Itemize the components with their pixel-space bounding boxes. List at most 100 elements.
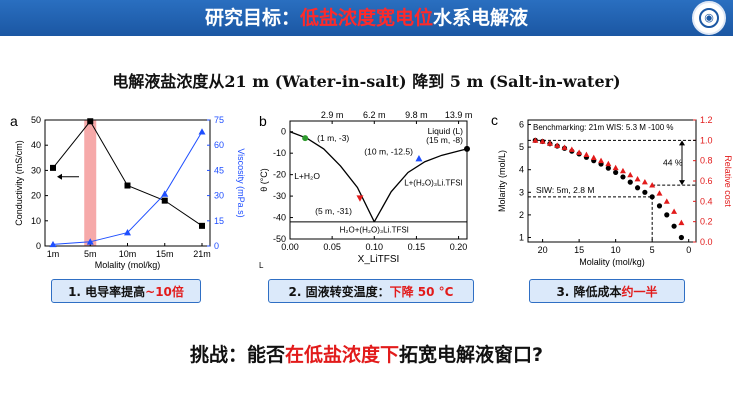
logo-ring: ◉ [699,8,719,28]
conductivity-point [199,222,205,229]
cost-point [568,146,575,152]
molarity-point [656,203,663,209]
challenge-statement: 挑战：能否在低盐浓度下拓宽电解液窗口? [0,340,733,367]
x-tick-label: 1m [47,249,60,259]
chart-c: c 20 15 10 5 0 1 2 3 4 5 6 0.0 0.2 0.4 0.6 0.8 1.0 1.2 Mola… [491,112,733,267]
x-axis-label: Molality (mol/kg) [95,260,161,270]
y-left-tick-label: 30 [31,165,41,175]
y-right-tick-label: 0.8 [700,156,713,166]
subtitle: 电解液盐浓度从21 m (Water-in-salt) 降到 5 m (Salt… [112,72,621,91]
region-l-h2o: L+H₂O [294,171,320,181]
y-tick-label: 0 [281,127,286,137]
title-highlight: 低盐浓度宽电位 [299,7,433,29]
x-tick-label: 21m [193,249,211,259]
molarity-point [671,223,677,229]
conductivity-point [87,118,94,125]
y-right-tick-label: 45 [214,165,224,175]
reduction-annotation: 44 % [663,158,683,168]
molarity-point [678,234,684,241]
point-label: (5 m, -31) [315,206,352,216]
x-tick-label: 20 [538,245,548,255]
page-title: 研究目标：低盐浓度宽电位水系电解液 [0,0,733,36]
y-left-axis-label: Molarity (mol/L) [497,150,507,212]
point-label: (15 m, -8) [426,135,463,145]
molarity-point [620,174,626,180]
cost-point [576,149,583,155]
y-left-tick-label: 3 [519,187,524,197]
cost-point [612,164,619,171]
conductivity-point [161,197,168,204]
cost-point [561,144,568,150]
conductivity-point [50,164,56,171]
y-left-tick-label: 20 [31,191,41,201]
cost-point [598,157,605,164]
x-tick-label: 0 [686,245,691,255]
caption-a-text: 1. 电导率提高 [68,285,146,299]
region-liquid: Liquid (L) [428,126,464,136]
phase-point [464,145,470,152]
y-right-tick-label: 15 [214,216,224,226]
highlight-band [84,120,97,246]
y-left-tick-label: 50 [31,115,41,125]
title-suffix: 水系电解液 [433,7,529,29]
siw-annotation: SIW: 5m, 2.8 M [536,185,594,195]
y-left-tick-label: 0 [36,241,41,251]
point-label: (10 m, -12.5) [364,147,413,157]
y-right-tick-label: 1.0 [700,135,713,145]
y-left-tick-label: 40 [31,140,41,150]
region-solid: H₂O+(H₂O)₃Li.TFSI [340,226,409,235]
y-tick-label: -50 [273,234,286,244]
caption-b: 2. 固液转变温度：下降 50 °C [268,279,474,303]
challenge-highlight: 在低盐浓度下 [284,344,399,366]
top-tick-label: 13.9 m [445,110,473,120]
molarity-point [634,185,641,191]
molarity-point [642,189,648,195]
challenge-suffix: 拓宽电解液窗口? [399,344,544,366]
panel-a-letter: a [10,113,18,129]
y-right-axis-label: Viscosity (mPa.s) [236,148,245,217]
benchmark-annotation: Benchmarking: 21m WIS: 5.3 M -100 % [533,123,674,132]
cost-point [546,140,553,146]
viscosity-point [86,238,94,245]
y-left-tick-label: 2 [519,210,524,220]
viscosity-point [198,128,206,135]
phase-point [302,135,309,142]
cost-arrowhead-up [679,140,685,146]
y-tick-label: -40 [273,213,286,223]
y-right-tick-label: 0.6 [700,176,713,186]
cost-point [539,138,546,144]
phase-point [356,195,364,202]
caption-a-highlight: ~10倍 [145,285,184,299]
caption-a: 1. 电导率提高~10倍 [51,279,201,303]
x-tick-label: 10m [119,249,137,259]
cost-point [590,154,597,161]
chart-b: b 0.00 0.05 0.10 0.15 0.20 2.9 m 6.2 m 9.8 m 13.9… [259,110,473,270]
y-left-tick-label: 1 [519,232,524,242]
cost-point [554,142,561,148]
viscosity-point [161,190,169,197]
y-left-axis-label: Conductivity (mS/cm) [14,140,24,226]
y-left-tick-label: 5 [519,142,524,152]
y-right-tick-label: 0.2 [700,217,713,227]
cost-point [605,160,612,167]
liquidus-right-curve [373,148,468,223]
panel-c-letter: c [491,112,498,128]
x-tick-label: 5m [84,249,97,259]
caption-b-highlight: 下降 50 °C [389,285,454,299]
x-tick-label: 15m [156,249,174,259]
cost-point [627,171,634,178]
molarity-point [649,194,655,200]
panel-b-letter: b [259,113,267,129]
x-tick-label: 5 [650,245,655,255]
x-tick-label: 0.10 [366,242,384,252]
chart-a: a 0 10 20 30 40 50 0 15 30 45 60 75 1m 5m 10m 15m 21m Mola… [10,113,245,270]
title-prefix: 研究目标： [204,7,300,29]
point-label: (1 m, -3) [317,133,349,143]
cost-point [619,167,626,174]
series-line-1 [52,120,203,227]
y-right-tick-label: 0.0 [700,237,713,247]
x-tick-label: 0.15 [408,242,426,252]
y-right-tick-label: 0.4 [700,196,713,206]
cost-point [583,151,590,157]
y-axis-label: θ (°C) [259,168,269,192]
